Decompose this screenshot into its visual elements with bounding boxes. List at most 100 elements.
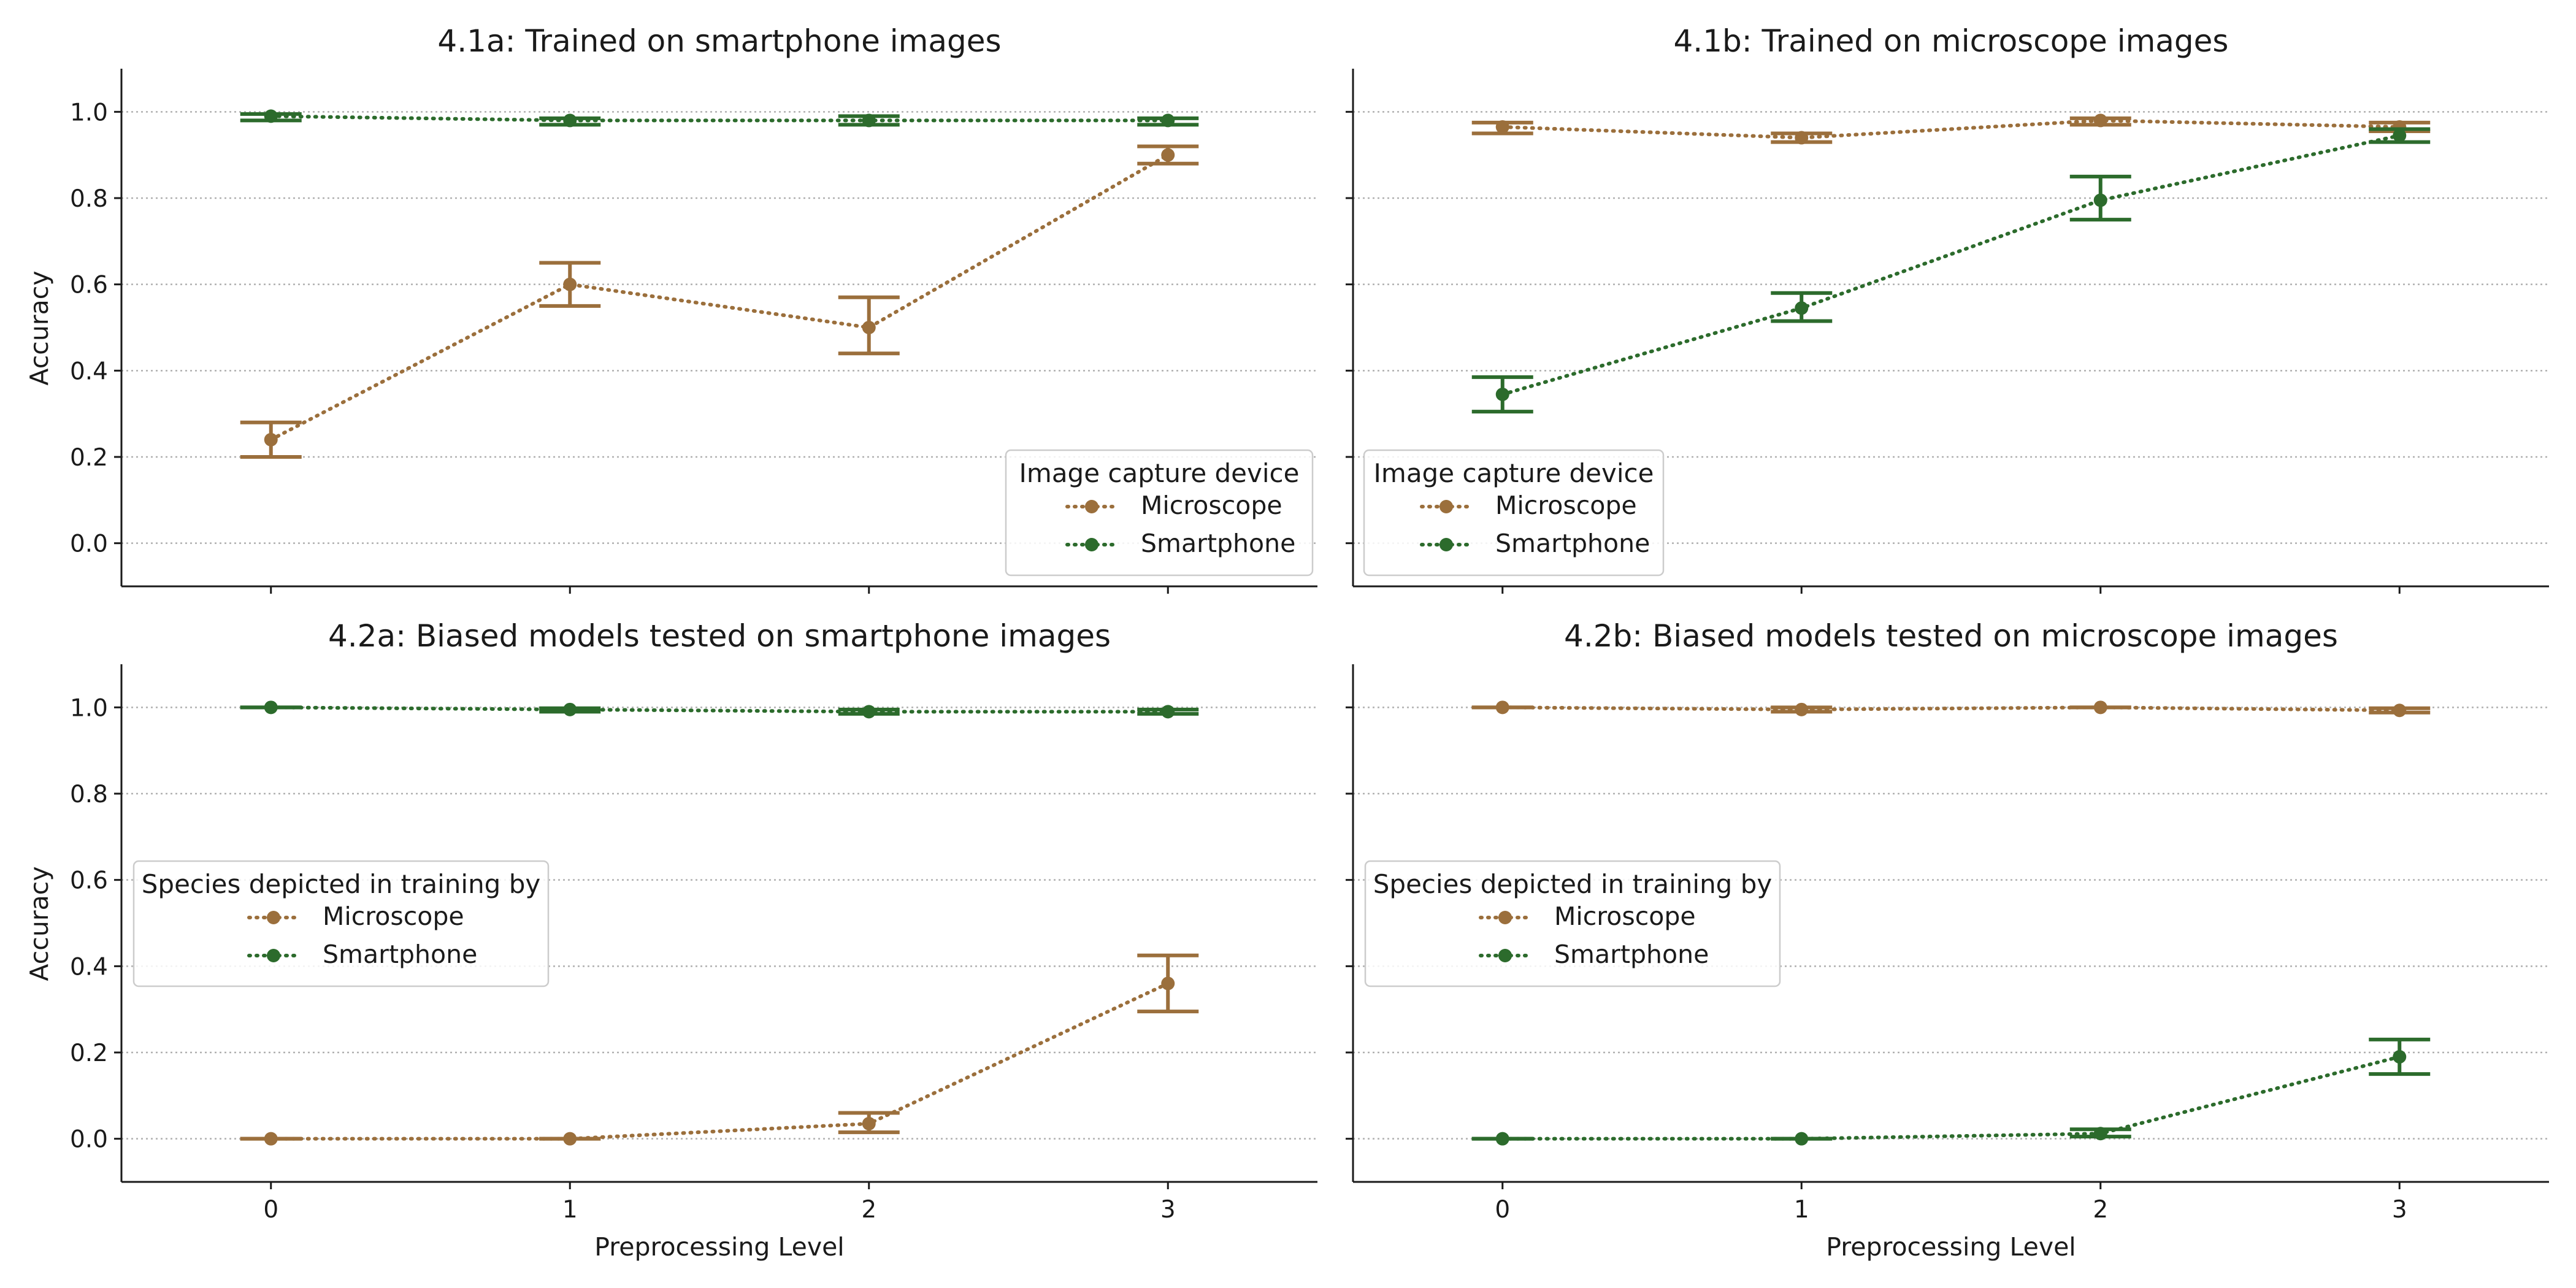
data-point (563, 277, 577, 291)
data-point (862, 705, 876, 719)
legend-frame (1364, 860, 1781, 987)
series-microscope (240, 953, 1199, 1146)
y-tick-label: 0.4 (70, 358, 108, 385)
data-point (1495, 388, 1509, 402)
data-point (1795, 1132, 1809, 1146)
series-line (1500, 705, 2402, 713)
x-tick-label: 0 (1495, 1196, 1510, 1224)
data-point (1495, 1132, 1509, 1146)
legend-title: Species depicted in training by (142, 869, 540, 899)
legend-entry: Microscope (247, 902, 464, 931)
data-point (264, 432, 278, 447)
legend-swatch-marker (267, 949, 280, 962)
data-point (264, 109, 278, 123)
y-tick-label: 0.4 (70, 953, 108, 981)
y-tick-label: 0.2 (70, 1040, 108, 1067)
legend: Species depicted in training by Microscop… (132, 860, 550, 987)
series-smartphone (1471, 1037, 2431, 1146)
panel-title: 4.2b: Biased models tested on microscope… (1564, 618, 2338, 654)
y-tick-label: 1.0 (70, 99, 108, 126)
data-point (1161, 976, 1175, 991)
series-smartphone (1471, 127, 2431, 414)
legend-frame (132, 860, 550, 987)
legend-label: Smartphone (1554, 940, 1709, 969)
legend: Image capture device Microscope Smartphone (1363, 449, 1665, 577)
y-tick-label: 1.0 (70, 694, 108, 722)
x-tick-label: 0 (263, 1196, 278, 1224)
y-tick-label: 0.6 (70, 867, 108, 895)
series-line (1500, 118, 2402, 140)
gridlines (121, 707, 1317, 1140)
legend: Species depicted in training by Microscop… (1364, 860, 1781, 987)
legend-title: Species depicted in training by (1373, 869, 1772, 899)
legend-label: Smartphone (323, 940, 477, 969)
data-point (563, 113, 577, 128)
legend-title: Image capture device (1019, 458, 1300, 488)
y-tick-label: 0.8 (70, 781, 108, 808)
data-point (2093, 193, 2107, 207)
data-point (1795, 301, 1809, 315)
data-point (2393, 129, 2407, 143)
legend-label: Microscope (1495, 491, 1637, 520)
x-tick-label: 1 (562, 1196, 578, 1224)
series-line (269, 981, 1170, 1141)
data-point (563, 702, 577, 716)
gridlines (1353, 707, 2549, 1140)
data-point (1495, 120, 1509, 134)
series-microscope (1471, 700, 2431, 718)
data-point (2093, 1127, 2107, 1141)
legend-label: Smartphone (1495, 529, 1650, 558)
x-tick-label: 3 (2392, 1196, 2407, 1224)
data-point (1795, 131, 1809, 145)
y-tick-label: 0.8 (70, 185, 108, 213)
series-line (269, 705, 1170, 714)
x-tick-label: 2 (861, 1196, 876, 1224)
data-point (862, 113, 876, 128)
data-point (264, 1132, 278, 1146)
legend-swatch-marker (1439, 538, 1453, 551)
series-microscope (240, 144, 1199, 459)
legend-entry: Smartphone (247, 940, 477, 969)
panel-4-2b: 4.2b: Biased models tested on microscope… (1346, 618, 2549, 1262)
legend-title: Image capture device (1374, 458, 1654, 488)
data-point (1795, 702, 1809, 716)
data-point (2093, 113, 2107, 128)
legend-swatch-marker (1085, 500, 1098, 513)
y-axis-label: Accuracy (25, 270, 54, 385)
legend-swatch-marker (1498, 949, 1512, 962)
x-tick-label: 1 (1794, 1196, 1809, 1224)
legend-entry: Microscope (1479, 902, 1696, 931)
panel-title: 4.2a: Biased models tested on smartphone… (328, 618, 1111, 654)
panel-title: 4.1b: Trained on microscope images (1674, 23, 2229, 59)
panel-4-2a: 4.2a: Biased models tested on smartphone… (25, 618, 1317, 1262)
legend-entry: Smartphone (1065, 529, 1295, 558)
series-microscope (1471, 113, 2431, 145)
legend-entry: Smartphone (1479, 940, 1709, 969)
data-point (1161, 148, 1175, 162)
legend: Image capture device Microscope Smartphone (1005, 449, 1314, 577)
x-tick-label: 2 (2093, 1196, 2108, 1224)
panel-4-1a: 4.1a: Trained on smartphone images Accur… (25, 23, 1317, 594)
legend-entry: Microscope (1065, 491, 1282, 520)
panel-title: 4.1a: Trained on smartphone images (437, 23, 1001, 59)
series-line (269, 114, 1170, 123)
data-point (862, 1117, 876, 1131)
data-point (264, 700, 278, 715)
series-smartphone (240, 109, 1199, 128)
legend-swatch-marker (267, 911, 280, 924)
legend-label: Microscope (1554, 902, 1696, 931)
gridlines (1353, 111, 2549, 544)
legend-label: Microscope (323, 902, 464, 931)
y-axis-label: Accuracy (25, 866, 54, 981)
series-line (1500, 1055, 2402, 1141)
legend-entry: Smartphone (1420, 529, 1650, 558)
data-point (2093, 700, 2107, 715)
panel-4-1b: 4.1b: Trained on microscope images Image… (1346, 23, 2549, 594)
data-point (563, 1132, 577, 1146)
data-point (1161, 113, 1175, 128)
legend-swatch-marker (1085, 538, 1098, 551)
legend-swatch-marker (1498, 911, 1512, 924)
legend-swatch-marker (1439, 500, 1453, 513)
series-smartphone (240, 700, 1199, 719)
